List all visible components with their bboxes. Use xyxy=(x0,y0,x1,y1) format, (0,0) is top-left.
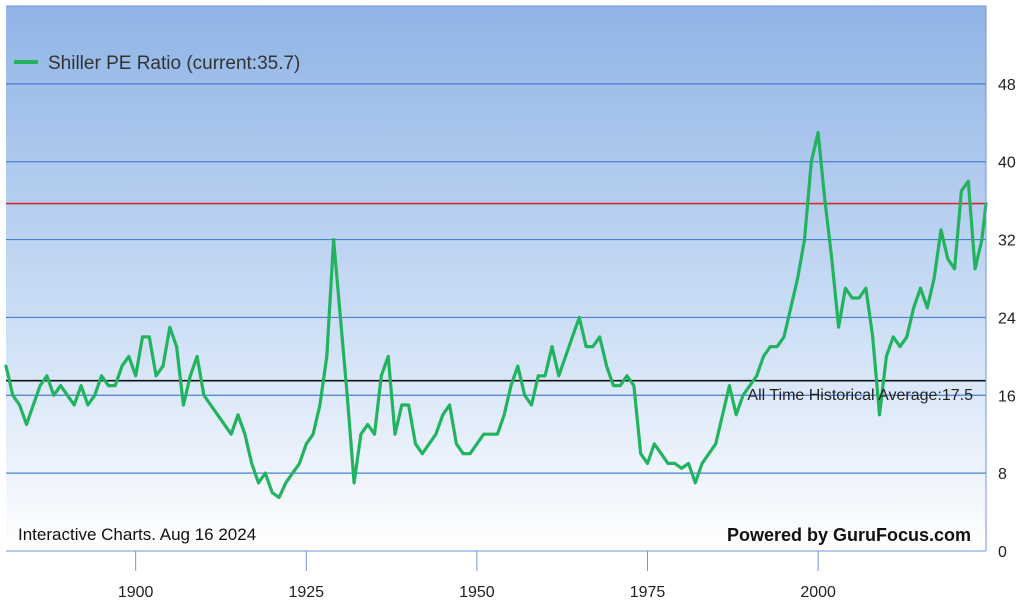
footer-right-text: Powered by GuruFocus.com xyxy=(727,525,971,545)
x-tick-label-1925: 1925 xyxy=(288,584,324,601)
y-tick-label-48: 48 xyxy=(998,77,1016,94)
y-tick-label-24: 24 xyxy=(998,310,1016,327)
x-tick-label-1900: 1900 xyxy=(118,584,154,601)
average-label: All Time Historical Average:17.5 xyxy=(747,387,973,404)
gridlines xyxy=(6,83,986,474)
y-tick-label-40: 40 xyxy=(998,155,1016,172)
series-layer xyxy=(4,130,988,500)
x-tick-label-1975: 1975 xyxy=(630,584,666,601)
series-line-0 xyxy=(4,130,988,500)
reference-lines xyxy=(6,202,986,382)
plot-background xyxy=(6,6,986,551)
legend-label: Shiller PE Ratio (current:35.7) xyxy=(48,53,300,74)
y-tick-label-0: 0 xyxy=(998,544,1007,561)
axes: 0 8 16 24 32 40 48 1900 1925 1950 1975 2000 xyxy=(6,5,1016,601)
y-tick-label-32: 32 xyxy=(998,233,1016,250)
x-tick-label-1950: 1950 xyxy=(459,584,495,601)
x-tick-label-2000: 2000 xyxy=(800,584,836,601)
labels: Shiller PE Ratio (current:35.7) Interact… xyxy=(14,53,973,545)
y-tick-label-8: 8 xyxy=(998,466,1007,483)
y-tick-label-16: 16 xyxy=(998,388,1016,405)
footer-left-text: Interactive Charts. Aug 16 2024 xyxy=(18,525,256,544)
